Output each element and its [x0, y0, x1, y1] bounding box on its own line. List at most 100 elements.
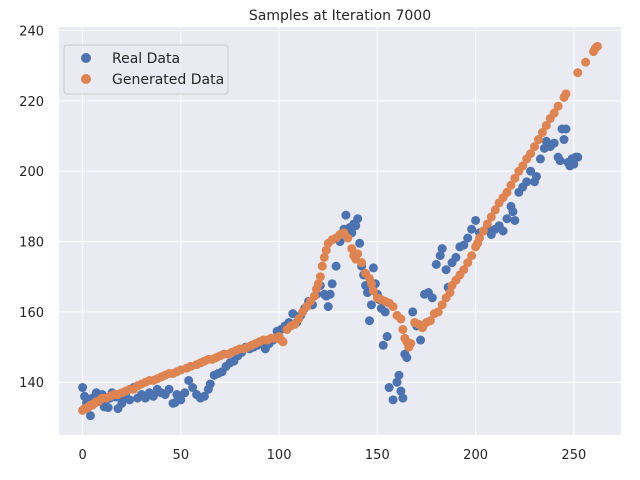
series-generated-data [78, 41, 602, 415]
real-data-point [323, 302, 333, 312]
x-tick-labels: 0 50 100 150 200 250 [78, 448, 586, 463]
real-data-point [561, 124, 571, 134]
generated-data-point [475, 233, 485, 243]
generated-data-point [396, 314, 406, 324]
generated-data-point [459, 265, 469, 275]
x-tick-label: 50 [173, 448, 190, 463]
generated-data-point [353, 249, 363, 259]
y-tick-label: 140 [19, 376, 44, 391]
generated-data-point [321, 245, 331, 255]
real-data-point [288, 309, 298, 319]
real-data-point [396, 386, 406, 396]
real-data-point [431, 259, 441, 269]
generated-data-point [561, 89, 571, 99]
generated-data-point [490, 205, 500, 215]
real-data-point [532, 171, 542, 181]
generated-data-point [317, 261, 327, 271]
generated-data-point [478, 226, 488, 236]
real-data-point [325, 289, 335, 299]
real-data-point [378, 340, 388, 350]
real-data-point [471, 215, 481, 225]
generated-data-point [425, 316, 435, 326]
generated-data-point [319, 252, 329, 262]
real-data-point [526, 166, 536, 176]
y-tick-label: 240 [19, 25, 44, 40]
generated-data-point [592, 41, 602, 51]
real-data-point [205, 379, 215, 389]
generated-data-point [347, 244, 357, 254]
real-data-point [508, 207, 518, 217]
real-data-point [184, 375, 194, 385]
real-data-point [573, 152, 583, 162]
generated-data-point [526, 149, 536, 159]
real-data-point [341, 210, 351, 220]
generated-data-point [533, 135, 543, 145]
generated-data-point [343, 233, 353, 243]
generated-data-point [537, 128, 547, 138]
generated-data-point [553, 101, 563, 111]
real-data-point [85, 411, 95, 421]
real-data-point [388, 395, 398, 405]
real-data-point [164, 384, 174, 394]
real-data-point [398, 393, 408, 403]
generated-data-point [406, 339, 416, 349]
real-data-point [384, 383, 394, 393]
real-data-point [510, 215, 520, 225]
generated-data-point [445, 288, 455, 298]
generated-data-point [581, 57, 591, 67]
generated-data-point [463, 258, 473, 268]
real-data-point [555, 156, 565, 166]
real-data-point [382, 332, 392, 342]
real-data-point [427, 293, 437, 303]
real-data-point [435, 251, 445, 261]
real-data-point [331, 261, 341, 271]
real-data-point [451, 252, 461, 262]
x-tick-label: 100 [267, 448, 292, 463]
generated-data-point [366, 279, 376, 289]
y-tick-label: 200 [19, 165, 44, 180]
generated-data-point [510, 173, 520, 183]
generated-data-point [433, 307, 443, 317]
generated-data-point [549, 108, 559, 118]
legend: Real Data Generated Data [63, 44, 229, 95]
real-data-point [402, 353, 412, 363]
generated-data-point [315, 272, 325, 282]
real-data-point [408, 307, 418, 317]
real-data-point [117, 398, 127, 408]
generated-data-point [398, 324, 408, 334]
generated-data-point [437, 300, 447, 310]
real-data-point [467, 224, 477, 234]
y-tick-label: 180 [19, 236, 44, 251]
real-data-point [327, 279, 337, 289]
real-data-point [380, 307, 390, 317]
generated-data-point [486, 212, 496, 222]
real-data-point [522, 177, 532, 187]
x-tick-label: 150 [365, 448, 390, 463]
generated-data-point [467, 251, 477, 261]
y-tick-label: 160 [19, 306, 44, 321]
real-data-point [463, 233, 473, 243]
legend-label-generated: Generated Data [112, 72, 224, 88]
real-data-point [355, 238, 365, 248]
real-data-point [148, 391, 158, 401]
generated-data-point [357, 258, 367, 268]
real-data-point [199, 391, 209, 401]
generated-data-point [502, 187, 512, 197]
generated-data-point [368, 286, 378, 296]
legend-marker-real [81, 53, 91, 63]
generated-data-point [541, 120, 551, 130]
generated-data-point [530, 142, 540, 152]
generated-data-point [388, 302, 398, 312]
y-tick-labels: 140 160 180 200 220 240 [19, 25, 44, 392]
real-data-point [78, 383, 88, 393]
generated-data-point [309, 291, 319, 301]
real-data-point [364, 316, 374, 326]
real-data-point [441, 265, 451, 275]
real-data-point [392, 377, 402, 387]
real-data-point [394, 370, 404, 380]
x-tick-label: 0 [78, 448, 86, 463]
generated-data-point [313, 279, 323, 289]
generated-data-point [506, 180, 516, 190]
real-data-point [437, 244, 447, 254]
